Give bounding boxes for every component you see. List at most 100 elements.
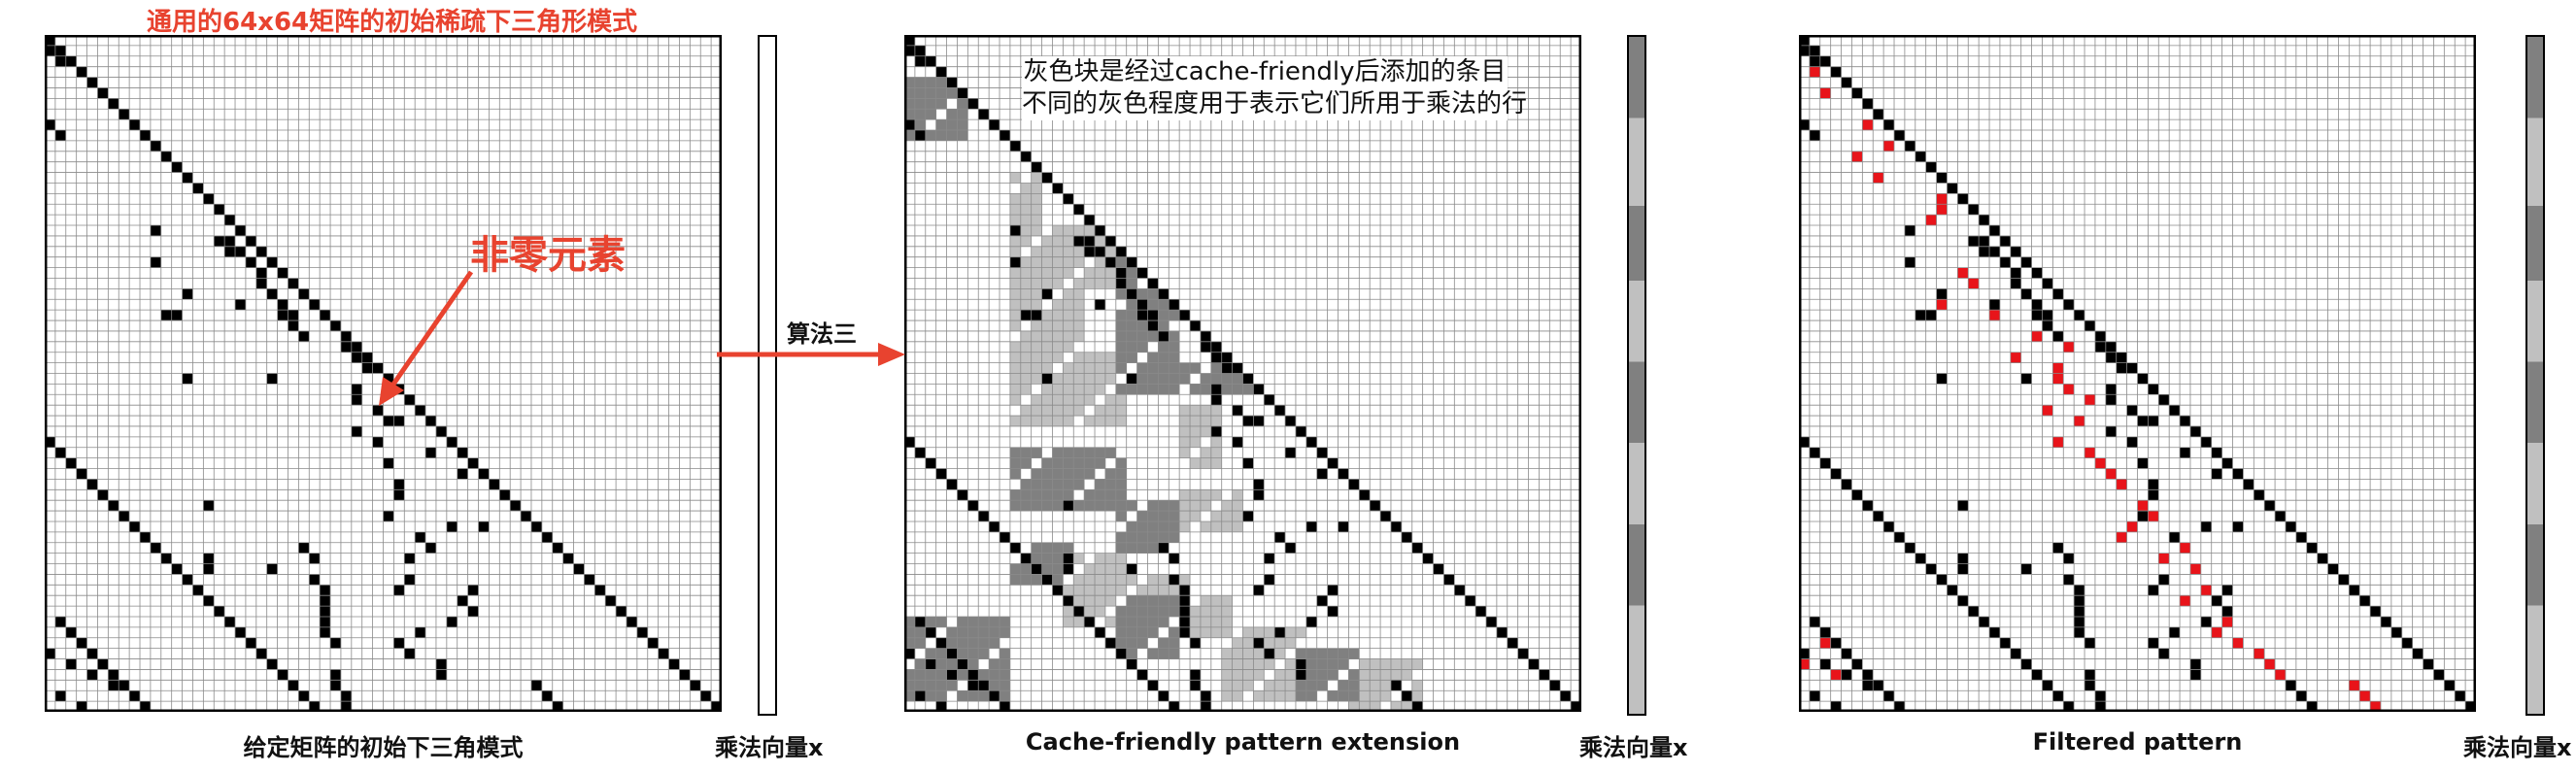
- nonzero-cell: [372, 405, 384, 417]
- nonzero-cell: [361, 362, 373, 374]
- added-entry-light: [1210, 616, 1222, 627]
- diagonal-cell: [383, 373, 394, 385]
- nonzero-cell: [97, 489, 109, 501]
- nonzero-cell: [1799, 648, 1810, 659]
- added-entry-dark: [1147, 606, 1159, 617]
- diagonal-cell: [214, 204, 225, 216]
- added-entry-dark: [1136, 341, 1148, 353]
- added-entry-light: [1031, 416, 1042, 426]
- added-entry-light: [1009, 193, 1021, 205]
- added-entry-light: [1063, 235, 1074, 247]
- added-entry-dark: [935, 87, 947, 99]
- added-entry-light: [1052, 373, 1064, 385]
- added-entry-dark: [1190, 362, 1201, 374]
- diagonal-cell: [2169, 405, 2181, 417]
- added-entry-dark: [1169, 500, 1180, 512]
- added-entry-dark: [1169, 511, 1180, 521]
- added-entry-light: [1104, 278, 1116, 289]
- added-entry-light: [1084, 352, 1096, 363]
- added-entry-dark: [1115, 310, 1127, 321]
- added-entry-light: [1031, 341, 1042, 353]
- added-entry-light: [1020, 235, 1032, 247]
- nonzero-cell: [351, 394, 362, 406]
- added-entry-light: [1370, 680, 1381, 691]
- added-entry-light: [1179, 405, 1191, 417]
- added-entry-light: [1200, 447, 1211, 458]
- nonzero-cell: [298, 542, 310, 554]
- nonzero-cell: [235, 626, 246, 638]
- added-entry-light: [1274, 637, 1286, 649]
- added-entry-light: [1052, 267, 1064, 279]
- added-entry-light: [1179, 447, 1191, 458]
- added-entry-light: [1020, 299, 1032, 311]
- nonzero-annotation-label: 非零元素: [470, 233, 626, 278]
- filtered-entry: [2148, 511, 2159, 521]
- added-entry-light: [1115, 574, 1127, 586]
- added-entry-light: [1380, 690, 1391, 702]
- added-entry-dark: [1041, 500, 1053, 512]
- diagonal-cell: [1873, 109, 1884, 120]
- nonzero-cell: [1894, 701, 1905, 712]
- nonzero-cell: [224, 246, 236, 257]
- added-entry-dark: [1147, 626, 1159, 638]
- added-entry-dark: [1327, 669, 1339, 681]
- nonzero-cell: [2052, 690, 2064, 702]
- added-entry-light: [1095, 373, 1105, 385]
- added-entry-light: [1242, 648, 1254, 659]
- panel-initial-pattern: [45, 35, 722, 712]
- nonzero-cell: [1179, 585, 1191, 596]
- nonzero-cell: [946, 669, 958, 681]
- nonzero-cell: [1285, 542, 1296, 554]
- nonzero-cell: [45, 648, 55, 659]
- nonzero-cell: [1031, 563, 1042, 575]
- added-entry-dark: [1041, 553, 1053, 564]
- added-entry-light: [1158, 585, 1169, 596]
- nonzero-cell: [914, 690, 926, 702]
- nonzero-cell: [415, 531, 426, 543]
- nonzero-cell: [552, 701, 563, 712]
- added-entry-light: [1009, 341, 1021, 353]
- nonzero-cell: [1190, 637, 1201, 649]
- added-entry-light: [1073, 288, 1085, 300]
- added-entry-light: [1041, 256, 1053, 268]
- added-entry-dark: [1147, 595, 1159, 607]
- added-entry-light: [1200, 606, 1211, 617]
- nonzero-cell: [1084, 616, 1096, 627]
- nonzero-cell: [214, 235, 225, 247]
- added-entry-dark: [914, 87, 926, 99]
- diagonal-cell: [1496, 626, 1508, 638]
- added-entry-light: [1041, 362, 1053, 374]
- filtered-entry: [1819, 87, 1831, 99]
- added-entry-light: [1031, 330, 1042, 342]
- added-entry-dark: [1073, 479, 1085, 490]
- added-entry-light: [1031, 267, 1042, 279]
- added-entry-light: [1009, 352, 1021, 363]
- added-entry-dark: [925, 616, 936, 627]
- added-entry-dark: [978, 626, 990, 638]
- diagonal-cell: [245, 235, 256, 247]
- diagonal-cell: [2412, 648, 2423, 659]
- added-entry-light: [1190, 436, 1201, 448]
- added-entry-light: [1063, 225, 1074, 236]
- nonzero-cell: [2221, 606, 2233, 617]
- added-entry-light: [1390, 669, 1402, 681]
- added-entry-light: [1190, 511, 1201, 521]
- nonzero-cell: [203, 563, 215, 575]
- grid-lines: [45, 35, 722, 712]
- added-entry-dark: [1009, 457, 1021, 469]
- filtered-entry: [2189, 563, 2201, 575]
- nonzero-cell: [1095, 246, 1105, 257]
- added-entry-light: [1370, 669, 1381, 681]
- filtered-entry: [1957, 267, 1969, 279]
- added-entry-dark: [1041, 468, 1053, 480]
- added-entry-dark: [989, 616, 1000, 627]
- nonzero-cell: [255, 648, 267, 659]
- added-entry-dark: [1052, 553, 1064, 564]
- nonzero-cell: [2285, 680, 2296, 691]
- added-entry-dark: [904, 616, 915, 627]
- nonzero-cell: [1126, 373, 1137, 385]
- added-entry-light: [1095, 563, 1105, 575]
- added-entry-light: [1200, 457, 1211, 469]
- added-entry-dark: [1348, 680, 1360, 691]
- added-entry-light: [1031, 193, 1042, 205]
